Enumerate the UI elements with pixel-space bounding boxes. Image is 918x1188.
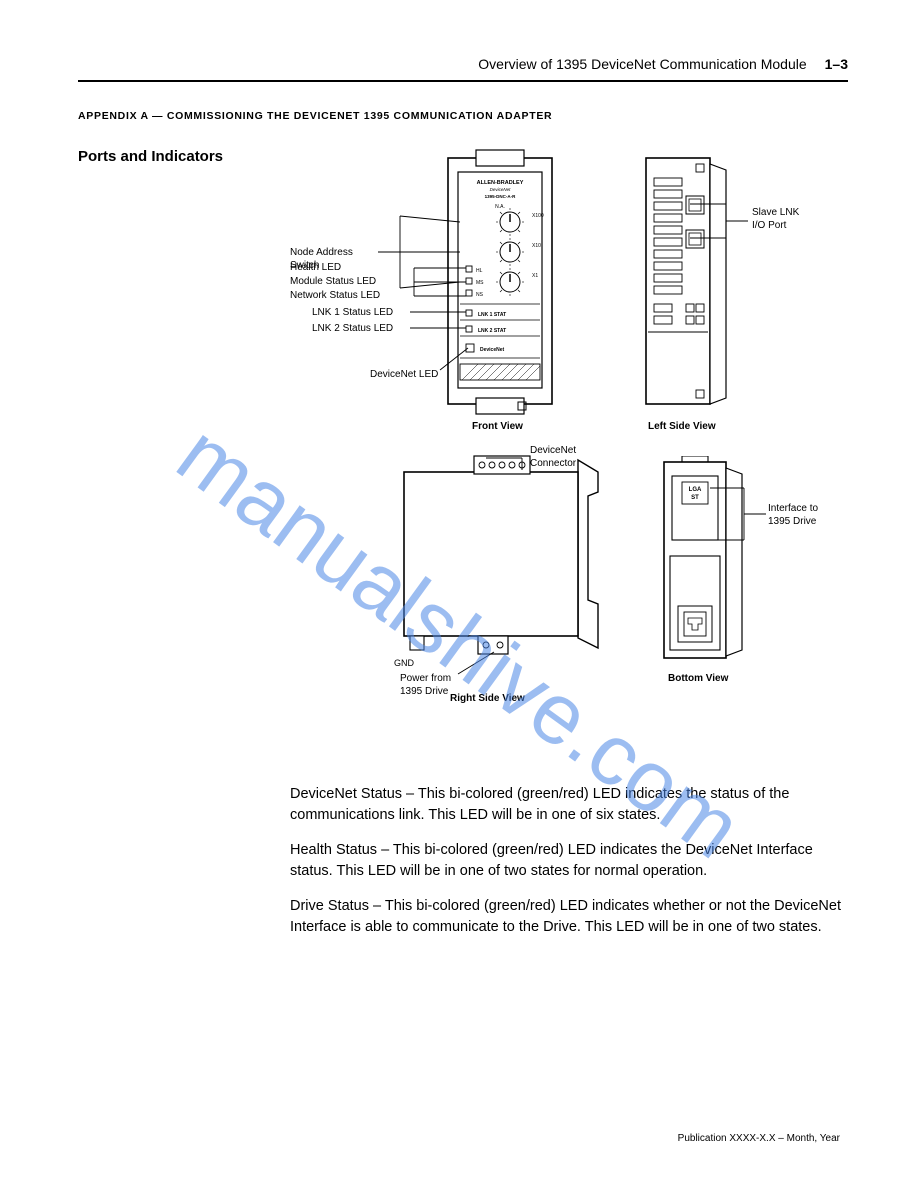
module-bottom-svg: LGA ST	[658, 456, 750, 666]
ann-lnk1-led: LNK 1 Status LED	[312, 306, 393, 319]
appendix-title: APPENDIX A — COMMISSIONING THE DEVICENET…	[78, 110, 848, 122]
svg-text:X1: X1	[532, 273, 538, 279]
svg-text:X10: X10	[532, 243, 541, 249]
svg-text:LNK 1 STAT: LNK 1 STAT	[478, 312, 506, 318]
ann-health-led: Health LED	[290, 261, 341, 274]
side-heading: Ports and Indicators	[78, 148, 268, 952]
ann-dn-led: DeviceNet LED	[370, 368, 438, 381]
svg-text:NS: NS	[476, 292, 484, 298]
ann-dn-conn: DeviceNetConnector	[530, 444, 576, 470]
diagram-row-1: ALLEN-BRADLEY DeviceNet 1395-DNC-A-R N.A…	[290, 148, 848, 438]
svg-text:DeviceNet: DeviceNet	[480, 347, 505, 353]
module-right-svg	[390, 448, 620, 678]
svg-text:DeviceNet: DeviceNet	[490, 187, 512, 192]
para-2: Health Status – This bi-colored (green/r…	[290, 840, 848, 882]
svg-text:LGA: LGA	[689, 487, 702, 493]
ann-ms-led: Module Status LED	[290, 275, 376, 288]
caption-left-view: Left Side View	[648, 420, 716, 433]
ann-ns-led: Network Status LED	[290, 289, 380, 302]
caption-front-view: Front View	[472, 420, 523, 433]
module-front-svg: ALLEN-BRADLEY DeviceNet 1395-DNC-A-R N.A…	[440, 148, 560, 418]
para-3: Drive Status – This bi-colored (green/re…	[290, 896, 848, 938]
svg-text:ST: ST	[691, 495, 699, 501]
svg-text:MS: MS	[476, 280, 484, 286]
svg-text:X100: X100	[532, 213, 544, 219]
svg-text:HL: HL	[476, 268, 483, 274]
svg-text:N.A.: N.A.	[495, 204, 505, 210]
caption-right-view: Right Side View	[450, 692, 525, 705]
diagram-row-2: GND LGA ST	[290, 448, 848, 748]
para-1: DeviceNet Status – This bi-colored (gree…	[290, 784, 848, 826]
body-text: DeviceNet Status – This bi-colored (gree…	[290, 784, 848, 938]
publication-number: Publication XXXX-X.X – Month, Year	[678, 1133, 840, 1144]
ann-lnk2-led: LNK 2 Status LED	[312, 322, 393, 335]
ann-drive-iface: Interface to1395 Drive	[768, 502, 818, 528]
svg-text:ALLEN-BRADLEY: ALLEN-BRADLEY	[477, 180, 524, 186]
page-number: 1–3	[825, 56, 848, 72]
module-left-svg	[640, 148, 732, 418]
svg-text:LNK 2 STAT: LNK 2 STAT	[478, 328, 506, 334]
ann-pwr: Power from1395 Drive	[400, 672, 451, 698]
gnd-label: GND	[394, 658, 414, 670]
ann-slave-lnk: Slave LNKI/O Port	[752, 206, 799, 232]
svg-text:1395-DNC-A-R: 1395-DNC-A-R	[485, 194, 517, 199]
chapter-title: Overview of 1395 DeviceNet Communication…	[478, 56, 806, 72]
caption-bottom-view: Bottom View	[668, 672, 728, 685]
